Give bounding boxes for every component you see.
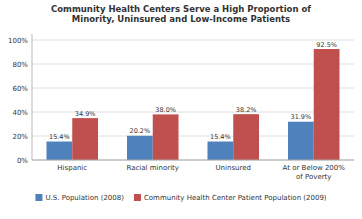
data-label: 15.4%	[49, 133, 70, 141]
data-label: 20.2%	[130, 127, 151, 135]
bar	[288, 122, 314, 160]
bar	[153, 114, 179, 160]
data-label: 31.9%	[291, 113, 312, 121]
y-tick-label: 80%	[12, 61, 28, 69]
data-labels: 15.4% 20.2% 15.4% 31.9% 34.9% 38.0% 38.2% 92.5%	[49, 41, 337, 142]
data-label: 15.4%	[210, 133, 231, 141]
grid-line	[32, 64, 354, 65]
bar	[233, 114, 259, 160]
x-axis-line	[32, 160, 354, 161]
data-label: 38.2%	[236, 106, 257, 114]
y-tick-label: 20%	[12, 133, 28, 141]
x-tick-label: Racial minority	[127, 164, 179, 172]
y-tick-label: 60%	[12, 85, 28, 93]
bar	[314, 49, 340, 160]
legend-label: U.S. Population (2008)	[45, 194, 124, 202]
y-axis: 0% 20% 40% 60% 80% 100%	[8, 37, 354, 165]
bar	[207, 142, 233, 160]
bars	[46, 49, 339, 160]
data-label: 38.0%	[155, 106, 176, 114]
bar	[127, 136, 153, 160]
data-label: 34.9%	[75, 110, 96, 118]
grid-line	[32, 160, 354, 161]
legend: U.S. Population (2008) Community Health C…	[35, 194, 326, 202]
x-tick-label: Hispanic	[57, 164, 87, 172]
grid-line	[32, 40, 354, 41]
chart: Community Health Centers Serve a High Pr…	[0, 0, 362, 219]
bar	[46, 142, 72, 160]
bar	[72, 118, 98, 160]
x-tick-label: At or Below 200%of Poverty	[283, 164, 346, 181]
x-tick-label: Uninsured	[216, 164, 252, 172]
chart-container: Community Health Centers Serve a High Pr…	[0, 0, 362, 219]
title: Community Health Centers Serve a High Pr…	[51, 4, 311, 24]
grid-line	[32, 88, 354, 89]
legend-swatch	[35, 194, 42, 201]
legend-label: Community Health Center Patient Populati…	[144, 194, 327, 202]
data-label: 92.5%	[316, 41, 337, 49]
legend-swatch	[134, 194, 141, 201]
y-axis-line	[32, 34, 33, 160]
y-tick-label: 100%	[8, 37, 28, 45]
x-axis: Hispanic Racial minority Uninsured At or Be…	[57, 164, 345, 181]
y-tick-label: 0%	[17, 157, 28, 165]
y-tick-label: 40%	[12, 109, 28, 117]
